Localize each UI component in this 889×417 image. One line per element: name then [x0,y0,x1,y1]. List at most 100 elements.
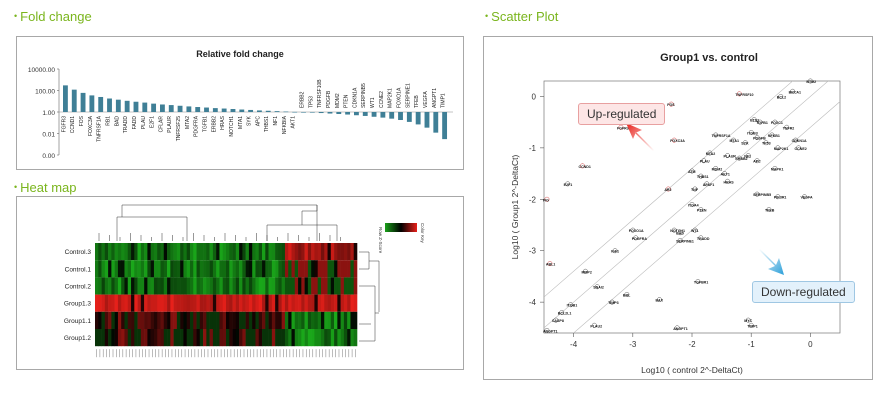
scatter-point-label: BRCA1 [789,90,801,94]
heat-cell [320,311,325,329]
heat-cell [327,294,332,312]
scatter-point [745,153,751,159]
heat-cell [265,329,269,347]
down-regulated-callout: Down-regulated [752,281,855,303]
heat-cell [170,311,174,329]
heat-cell [95,260,99,278]
scatter-x-axis-label: Log10 ( control 2^-DeltaCt) [641,365,743,375]
scatter-title: Group1 vs. control [660,52,758,64]
fold-change-chart: Relative fold change 10000.00 100.00 1.00 0.… [28,49,453,160]
scatter-point-label: FIG [543,198,549,202]
fold-change-bar [257,110,262,112]
heat-cell [235,277,240,295]
scatter-point-label: FOS [667,103,675,107]
heat-cell [153,243,158,261]
scatter-point [674,325,680,331]
heat-cell [160,277,165,295]
heat-cell [258,260,263,278]
heat-cell [278,294,282,312]
heat-cell [252,277,256,295]
heat-cell [127,311,132,329]
bar-category-label: FADD [132,116,138,130]
heat-cell [232,329,237,347]
heat-cell [311,329,315,347]
heat-cell [219,294,224,312]
heat-cell [104,243,109,261]
heat-cell [271,277,276,295]
heat-cell [144,260,148,278]
scatter-point-label: TGFB1 [756,121,768,125]
heat-cell [324,311,328,329]
heat-cell [239,260,243,278]
heat-cell [189,260,194,278]
heat-cell [317,277,322,295]
heat-cell [278,329,282,347]
heat-cell [330,243,335,261]
heat-cell [324,329,328,347]
scatter-x-tick-label: -4 [570,340,578,349]
scatter-point-label: HRAS [724,180,735,184]
bar-category-label: FOXO1A [397,87,403,108]
heat-cell [281,243,286,261]
heat-cell [317,243,322,261]
bar-category-label: MDM2 [335,93,341,108]
scatter-point-label: FOXO1A [629,229,644,233]
scatter-point-label: ITGB1 [567,304,578,308]
heat-cell [104,311,109,329]
heat-cell [262,329,266,347]
scatter-point-label: AR2 [664,188,671,192]
scatter-point-label: PIK3R1 [774,196,787,200]
heat-cell [271,311,276,329]
heat-cell [134,311,138,329]
heat-cell [95,329,99,347]
bar-y-tick-label: 1.00 [42,110,55,117]
heat-cell [147,311,151,329]
heat-cell [212,294,217,312]
heat-cell [196,243,201,261]
heat-cell [255,277,260,295]
bar-category-label: NFKBIA [282,115,288,134]
heat-cell [206,311,210,329]
heat-cell [121,277,125,295]
scatter-point-label: NOTCH1 [670,229,685,233]
heat-cell [337,277,341,295]
heat-cell [180,329,184,347]
scatter-point [692,186,698,192]
scatter-point-label: BAX [655,299,663,303]
scatter-point [751,117,757,123]
heat-cell [317,294,322,312]
heat-cell [196,311,201,329]
heat-cell [262,260,266,278]
heat-cell [291,294,296,312]
heat-cell [127,294,132,312]
heat-cell [239,294,243,312]
heat-cell [294,277,299,295]
scatter-y-tick-label: -3 [529,247,537,256]
heat-map-title-text: Heat map [20,180,77,195]
scatter-point-label: IGF1 [611,250,619,254]
heat-cell [222,311,227,329]
color-key-title: Color Key [420,223,425,244]
bar-category-label: FOXC3A [88,115,94,136]
heat-cell [350,329,355,347]
scatter-point [766,207,772,213]
heat-cell [232,294,237,312]
bar-y-tick-label: 100.00 [35,89,55,96]
heat-cell [252,260,256,278]
heat-cell [350,294,355,312]
scatter-point-label: PDGFRA [632,237,648,241]
scatter-point-label: BCL2L1 [558,311,572,315]
heat-cell [343,277,348,295]
bar-category-label: ERBB2 [211,116,217,133]
heat-cell [226,277,230,295]
heat-cell [127,260,132,278]
heat-cell [111,277,115,295]
heat-cell [340,311,345,329]
bar-category-label: ERBB2 [300,91,306,108]
heat-cell [248,277,253,295]
heat-cell [173,277,178,295]
fold-change-bar [415,112,421,125]
heat-cell [248,243,253,261]
heat-cell [226,329,230,347]
heat-cell [284,277,289,295]
